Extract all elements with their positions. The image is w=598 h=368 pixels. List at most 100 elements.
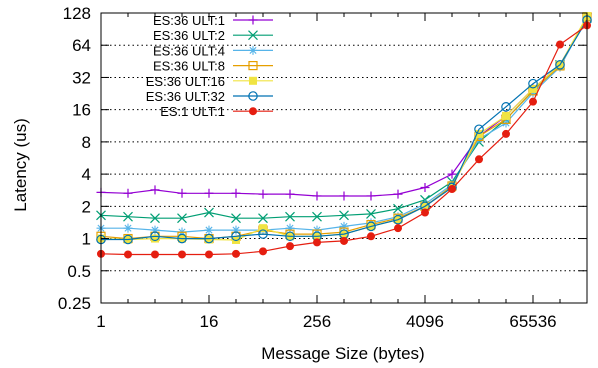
y-tick-label: 64 bbox=[72, 36, 91, 55]
data-point bbox=[285, 231, 295, 242]
legend-marker bbox=[248, 30, 258, 41]
legend-marker bbox=[248, 60, 258, 71]
legend-item: ES:36 ULT:8 bbox=[153, 59, 273, 74]
data-point bbox=[366, 191, 376, 201]
data-point bbox=[150, 213, 160, 224]
data-point bbox=[529, 97, 537, 106]
data-point bbox=[123, 223, 133, 233]
data-point bbox=[123, 188, 133, 198]
data-point bbox=[556, 40, 564, 49]
data-point bbox=[259, 224, 267, 233]
legend-item: ES:36 ULT:1 bbox=[153, 13, 273, 28]
data-point bbox=[259, 247, 267, 256]
legend-item: ES:36 ULT:16 bbox=[146, 74, 273, 89]
x-tick-label: 4096 bbox=[406, 312, 444, 331]
data-point bbox=[502, 111, 510, 120]
data-point bbox=[528, 78, 538, 89]
data-point bbox=[204, 188, 214, 198]
legend-label: ES:36 ULT:1 bbox=[153, 13, 225, 28]
data-point bbox=[150, 185, 160, 195]
data-point bbox=[502, 129, 510, 138]
data-point bbox=[205, 235, 213, 244]
data-point bbox=[394, 224, 402, 233]
data-point bbox=[151, 250, 159, 259]
data-point bbox=[151, 234, 159, 243]
x-tick-label: 16 bbox=[200, 312, 219, 331]
data-point bbox=[448, 185, 456, 194]
y-tick-label: 0.25 bbox=[58, 294, 91, 313]
data-point bbox=[339, 191, 349, 201]
data-point bbox=[285, 211, 295, 222]
series-es-1-ult-1 bbox=[97, 21, 591, 259]
data-point bbox=[475, 155, 483, 164]
data-point bbox=[177, 213, 187, 224]
data-point bbox=[285, 189, 295, 199]
data-point bbox=[339, 221, 349, 231]
data-point bbox=[123, 211, 133, 222]
y-tick-label: 0.5 bbox=[67, 262, 91, 281]
legend-item: ES:36 ULT:2 bbox=[153, 28, 273, 43]
y-tick-label: 2 bbox=[82, 197, 91, 216]
data-point bbox=[177, 233, 187, 244]
y-tick-label: 4 bbox=[82, 165, 91, 184]
data-point bbox=[340, 236, 348, 245]
data-point bbox=[366, 221, 376, 232]
x-tick-label: 65536 bbox=[509, 312, 556, 331]
y-tick-label: 1 bbox=[82, 230, 91, 249]
y-axis-title: Latency (us) bbox=[11, 118, 30, 212]
data-point bbox=[393, 214, 403, 225]
data-point bbox=[474, 134, 484, 144]
x-tick-label: 1 bbox=[96, 312, 105, 331]
y-tick-label: 32 bbox=[72, 68, 91, 87]
data-point bbox=[367, 232, 375, 241]
data-point bbox=[555, 60, 565, 70]
y-tick-label: 128 bbox=[63, 4, 91, 23]
plot-area bbox=[96, 12, 592, 259]
data-point bbox=[231, 231, 241, 242]
legend-marker bbox=[249, 76, 257, 85]
y-tick-label: 8 bbox=[82, 133, 91, 152]
data-point bbox=[150, 231, 160, 242]
data-point bbox=[150, 225, 160, 235]
series-line bbox=[101, 19, 588, 241]
data-point bbox=[420, 182, 430, 192]
data-point bbox=[258, 213, 268, 224]
data-point bbox=[421, 208, 429, 217]
legend-marker bbox=[248, 91, 258, 101]
legend-marker bbox=[248, 15, 258, 25]
data-point bbox=[312, 211, 322, 222]
legend-marker bbox=[248, 45, 258, 55]
legend-label: ES:36 ULT:2 bbox=[153, 28, 225, 43]
data-point bbox=[231, 213, 241, 224]
legend-label: ES:1 ULT:1 bbox=[160, 104, 225, 119]
data-point bbox=[231, 225, 241, 235]
legend: ES:36 ULT:1ES:36 ULT:2ES:36 ULT:4ES:36 U… bbox=[146, 13, 273, 119]
data-point bbox=[232, 249, 240, 258]
data-point bbox=[501, 102, 511, 112]
legend-item: ES:36 ULT:4 bbox=[153, 43, 273, 58]
legend-item: ES:36 ULT:32 bbox=[146, 89, 273, 104]
data-point bbox=[285, 223, 295, 233]
data-point bbox=[231, 188, 241, 198]
data-point bbox=[366, 208, 376, 219]
data-point bbox=[205, 250, 213, 259]
legend-marker bbox=[249, 107, 257, 116]
data-point bbox=[393, 203, 403, 214]
data-point bbox=[258, 229, 268, 239]
legend-item: ES:1 ULT:1 bbox=[160, 104, 273, 119]
data-point bbox=[124, 250, 132, 259]
data-point bbox=[123, 234, 133, 245]
data-point bbox=[447, 169, 457, 179]
axis-ticks: 0.25 0.5 1 2 4 8 16 32 64 128 1 16 256 4096 65536 bbox=[58, 4, 588, 331]
x-axis-title: Message Size (bytes) bbox=[261, 344, 424, 363]
data-point bbox=[177, 188, 187, 198]
data-point bbox=[339, 210, 349, 221]
data-point bbox=[313, 238, 321, 247]
legend-label: ES:36 ULT:16 bbox=[146, 74, 225, 89]
x-tick-label: 256 bbox=[303, 312, 331, 331]
data-point bbox=[474, 124, 484, 135]
data-point bbox=[178, 250, 186, 259]
data-point bbox=[204, 207, 214, 218]
data-point bbox=[258, 189, 268, 199]
